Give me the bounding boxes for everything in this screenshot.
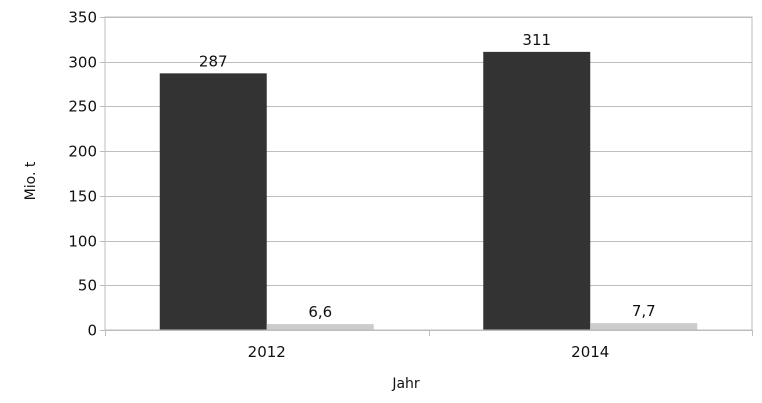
x-tick-label: 2014 — [571, 343, 609, 361]
data-label: 7,7 — [632, 302, 656, 320]
bar — [159, 73, 267, 330]
plot-area-border — [104, 16, 753, 331]
y-tick-label: 100 — [68, 233, 97, 251]
y-tick-label: 250 — [68, 98, 97, 116]
x-axis-title: Jahr — [391, 376, 420, 392]
y-tick-label: 350 — [68, 9, 97, 27]
bars — [159, 51, 698, 331]
bar — [483, 51, 591, 331]
bar — [266, 324, 374, 330]
bar — [590, 323, 698, 330]
labels: 0 50 100 150 200 250 300 350 287 6,6 2012 311 7,7 201… — [68, 9, 655, 362]
data-label: 6,6 — [308, 303, 332, 321]
y-axis-title: Mio. t — [23, 161, 39, 200]
y-tick-label: 200 — [68, 143, 97, 161]
data-label: 311 — [522, 31, 551, 49]
axes — [100, 16, 753, 336]
data-label: 287 — [199, 52, 228, 70]
y-tick-label: 50 — [78, 277, 97, 295]
x-tick-label: 2012 — [248, 343, 286, 361]
y-tick-label: 150 — [68, 188, 97, 206]
y-tick-label: 300 — [68, 54, 97, 72]
y-tick-label: 0 — [87, 322, 97, 340]
